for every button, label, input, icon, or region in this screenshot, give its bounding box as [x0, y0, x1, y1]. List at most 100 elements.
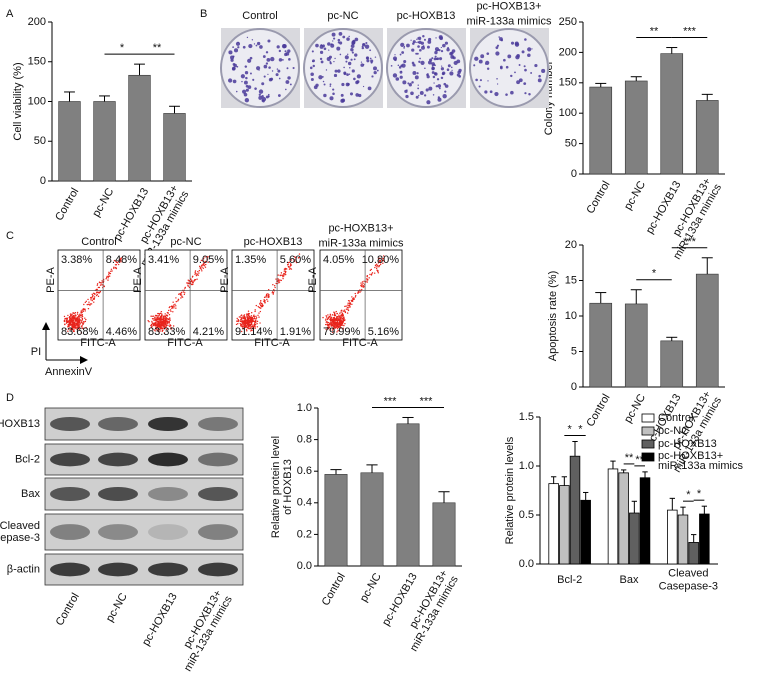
- colony: [246, 36, 249, 39]
- colony: [256, 41, 261, 46]
- bar: [569, 455, 581, 565]
- colony: [514, 41, 519, 46]
- colony: [243, 92, 248, 97]
- event-dot: [326, 316, 328, 318]
- colony: [402, 80, 407, 85]
- event-dot: [165, 318, 168, 321]
- flow-title: Control: [81, 236, 116, 248]
- event-dot: [152, 324, 155, 327]
- colony: [258, 93, 261, 96]
- event-dot: [246, 330, 248, 332]
- event-dot: [74, 324, 76, 327]
- significance-label: *: [652, 268, 657, 280]
- colony: [434, 50, 438, 55]
- event-dot: [69, 319, 72, 321]
- significance-label: **: [650, 26, 659, 38]
- event-dot: [76, 317, 78, 319]
- band: [148, 524, 188, 540]
- event-dot: [65, 317, 68, 320]
- colony: [361, 46, 365, 50]
- event-dot: [241, 327, 244, 329]
- event-dot: [192, 281, 194, 284]
- colony: [249, 72, 252, 75]
- legend-swatch: [641, 413, 655, 423]
- colony: [353, 77, 356, 81]
- colony: [347, 82, 350, 86]
- colony: [347, 53, 349, 56]
- colony: [285, 52, 290, 56]
- event-dot: [289, 264, 292, 266]
- event-dot: [250, 319, 253, 321]
- colony: [438, 35, 443, 40]
- arrow-head: [80, 356, 88, 364]
- event-dot: [88, 301, 90, 303]
- y-tick-label: 0.5: [519, 509, 534, 521]
- event-dot: [251, 312, 253, 314]
- colony: [339, 41, 343, 45]
- event-dot: [327, 314, 329, 316]
- colony: [356, 80, 360, 84]
- event-dot: [342, 321, 344, 324]
- event-dot: [163, 325, 165, 327]
- event-dot: [98, 292, 101, 294]
- event-dot: [340, 327, 343, 329]
- event-dot: [253, 317, 256, 320]
- event-dot: [81, 309, 83, 311]
- event-dot: [295, 261, 298, 264]
- event-dot: [366, 281, 369, 283]
- colony: [329, 60, 332, 63]
- event-dot: [113, 267, 115, 270]
- event-dot: [69, 328, 71, 330]
- event-dot: [84, 310, 86, 312]
- colony: [244, 97, 250, 103]
- event-dot: [74, 319, 77, 321]
- band: [198, 416, 238, 432]
- significance-label: ***: [683, 26, 697, 38]
- event-dot: [253, 320, 255, 323]
- colony: [499, 37, 503, 41]
- colony: [412, 71, 417, 75]
- event-dot: [72, 330, 75, 333]
- colony: [313, 85, 318, 90]
- colony: [267, 95, 270, 98]
- event-dot: [252, 324, 254, 326]
- event-dot: [169, 324, 171, 326]
- event-dot: [338, 314, 340, 316]
- event-dot: [96, 293, 98, 296]
- colony: [498, 36, 500, 38]
- event-dot: [158, 313, 161, 315]
- band: [198, 486, 238, 502]
- event-dot: [169, 309, 172, 311]
- colony: [433, 82, 435, 84]
- event-dot: [361, 288, 363, 291]
- quadrant-percent: 83.68%: [61, 326, 99, 338]
- colony: [412, 63, 416, 67]
- colony: [311, 50, 314, 53]
- panel-letter: A: [6, 8, 14, 20]
- event-dot: [153, 329, 155, 331]
- event-dot: [93, 296, 96, 298]
- colony: [437, 84, 442, 88]
- significance-label: **: [625, 452, 634, 464]
- event-dot: [98, 286, 101, 289]
- colony: [319, 57, 323, 61]
- colony: [329, 85, 332, 87]
- event-dot: [290, 259, 293, 261]
- event-dot: [78, 328, 80, 330]
- event-dot: [240, 318, 242, 320]
- colony: [265, 51, 269, 54]
- event-dot: [68, 319, 71, 322]
- plot-x-axis: FITC-A: [167, 337, 203, 349]
- event-dot: [337, 319, 339, 321]
- event-dot: [239, 316, 242, 318]
- colony: [505, 93, 508, 96]
- event-dot: [175, 305, 177, 307]
- event-dot: [101, 280, 103, 282]
- colony: [262, 55, 266, 58]
- colony: [505, 65, 509, 69]
- event-dot: [81, 325, 83, 328]
- plot-y-axis: PE-A: [45, 267, 57, 293]
- colony: [434, 47, 440, 52]
- event-dot: [259, 301, 262, 303]
- y-tick-label: 20: [565, 239, 577, 251]
